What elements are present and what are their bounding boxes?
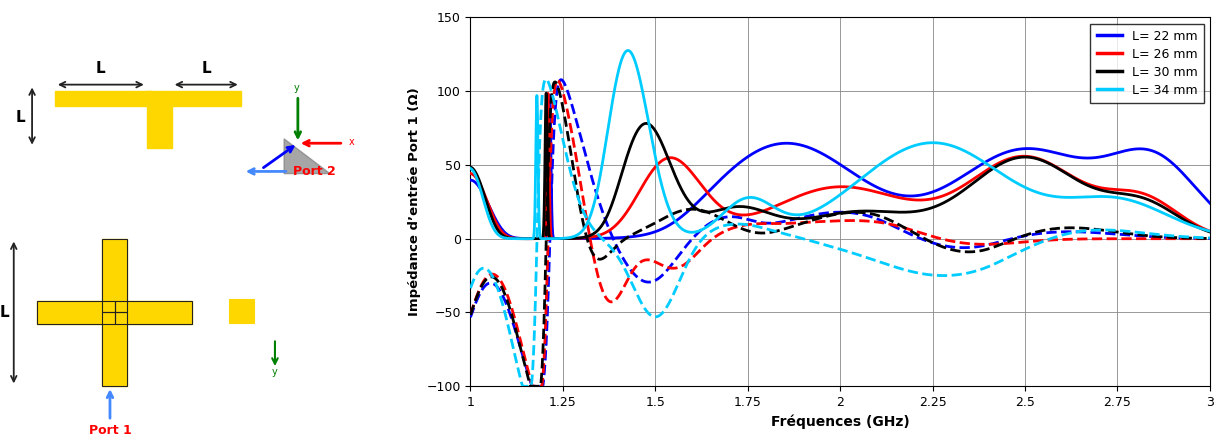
Text: L: L xyxy=(97,61,105,76)
Bar xyxy=(37,300,115,325)
Text: Port 1: Port 1 xyxy=(89,424,131,434)
Bar xyxy=(101,239,127,312)
Text: L: L xyxy=(202,61,211,76)
Bar xyxy=(101,312,127,386)
Text: y: y xyxy=(293,83,299,93)
Text: x: x xyxy=(348,138,354,148)
Text: L: L xyxy=(0,305,10,320)
Bar xyxy=(172,91,241,106)
Text: Port 2: Port 2 xyxy=(293,165,336,178)
Legend: L= 22 mm, L= 26 mm, L= 30 mm, L= 34 mm: L= 22 mm, L= 26 mm, L= 30 mm, L= 34 mm xyxy=(1090,23,1204,103)
Polygon shape xyxy=(284,139,330,174)
Bar xyxy=(230,299,254,323)
Bar xyxy=(101,312,127,386)
Bar xyxy=(55,91,152,106)
Bar xyxy=(101,239,127,312)
Bar xyxy=(37,300,115,325)
Bar xyxy=(147,91,172,148)
Text: L: L xyxy=(16,110,26,125)
Y-axis label: Impédance d’entrée Port 1 (Ω): Impédance d’entrée Port 1 (Ω) xyxy=(408,87,420,316)
Bar xyxy=(115,300,193,325)
Bar xyxy=(115,300,193,325)
Text: y: y xyxy=(273,368,277,378)
X-axis label: Fréquences (GHz): Fréquences (GHz) xyxy=(771,414,909,429)
